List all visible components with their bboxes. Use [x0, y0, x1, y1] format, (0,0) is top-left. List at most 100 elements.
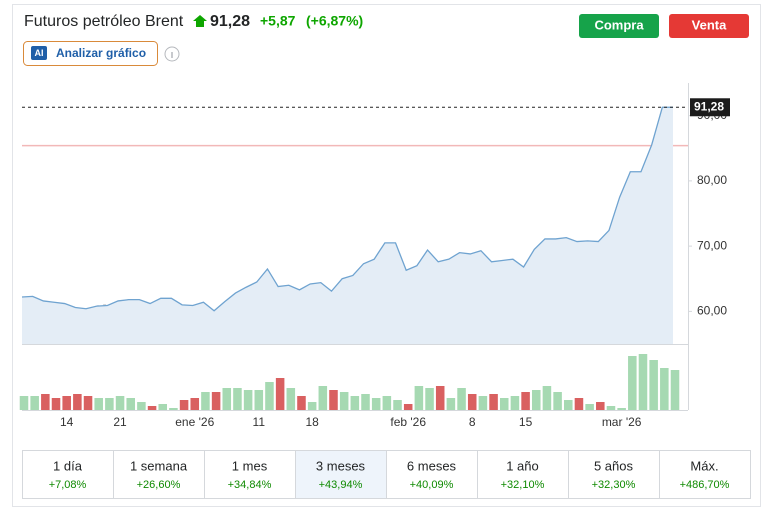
period-tabs: 1 día +7,08% 1 semana +26,60% 1 mes +34,84% 3 … — [22, 450, 751, 499]
volume-bar — [478, 396, 488, 410]
period-change[interactable]: +32,30% — [592, 479, 636, 491]
volume-bar — [596, 402, 605, 410]
volume-bar — [393, 400, 402, 410]
period-tab[interactable] — [113, 450, 205, 499]
period-tab[interactable] — [568, 450, 660, 499]
x-tick-label: 11 — [253, 415, 266, 429]
period-label[interactable]: 6 meses — [407, 458, 457, 473]
volume-bar — [403, 404, 413, 410]
period-change[interactable]: +32,10% — [501, 479, 545, 491]
volume-bar — [606, 406, 616, 410]
period-tab[interactable] — [386, 450, 478, 499]
volume-bar — [41, 394, 50, 410]
period-change[interactable]: +486,70% — [680, 479, 730, 491]
period-label[interactable]: 1 día — [53, 458, 83, 473]
volume-bar — [435, 386, 445, 410]
period-change[interactable]: +43,94% — [319, 479, 363, 491]
volume-bar — [115, 396, 125, 410]
price-area — [22, 107, 673, 344]
ai-badge-text: AI — [35, 48, 44, 58]
x-tick-label: 18 — [305, 415, 319, 429]
volume-bar — [19, 396, 29, 410]
x-tick-label: feb '26 — [390, 415, 426, 429]
volume-bar — [628, 356, 637, 410]
period-label[interactable]: Máx. — [690, 458, 718, 473]
analyze-text[interactable]: Analizar gráfico — [56, 46, 146, 60]
price: 91,28 — [210, 13, 250, 30]
period-label[interactable]: 1 año — [506, 458, 539, 473]
last-price-label: 91,28 — [694, 99, 724, 113]
analyze-button[interactable] — [23, 41, 158, 66]
sell-text[interactable]: Venta — [692, 17, 727, 32]
volume-bar — [62, 396, 71, 410]
volume-bar — [585, 404, 594, 410]
volume-bar — [649, 360, 658, 410]
volume-bar — [211, 392, 221, 410]
volume-bar — [531, 390, 541, 410]
period-label[interactable]: 5 años — [594, 458, 634, 473]
period-tab[interactable] — [477, 450, 569, 499]
volume-bar — [318, 386, 328, 410]
period-change[interactable]: +34,84% — [228, 479, 272, 491]
volume-bar — [542, 386, 552, 410]
volume-bar — [83, 396, 93, 410]
volume-bar — [73, 394, 82, 410]
change: +5,87 — [260, 13, 296, 29]
x-tick-label: 8 — [469, 415, 476, 429]
x-tick-label: 15 — [519, 415, 533, 429]
volume-bar — [339, 392, 349, 410]
change-pct: (+6,87%) — [306, 13, 363, 29]
volume-bar — [467, 394, 477, 410]
volume-bar — [457, 388, 466, 410]
sell-button[interactable] — [669, 14, 749, 38]
volume-bar — [222, 388, 232, 410]
volume-bar — [521, 392, 530, 410]
period-tab[interactable] — [659, 450, 751, 499]
period-label[interactable]: 3 meses — [316, 458, 366, 473]
volume-bar — [94, 398, 103, 410]
title: Futuros petróleo Brent — [24, 13, 184, 30]
buy-text[interactable]: Compra — [594, 17, 644, 32]
x-tick-label: ene '26 — [175, 415, 214, 429]
x-tick-label: 21 — [113, 415, 127, 429]
volume-bar — [425, 388, 434, 410]
volume-bar — [446, 398, 456, 410]
volume-bar — [489, 394, 498, 410]
volume-bar — [553, 392, 562, 410]
period-label[interactable]: 1 mes — [232, 458, 268, 473]
last-price-tag — [690, 98, 730, 117]
period-change[interactable]: +7,08% — [49, 479, 87, 491]
volume-bar — [382, 396, 392, 410]
buy-button[interactable] — [579, 14, 659, 38]
volume-bar — [105, 398, 114, 410]
period-tab[interactable] — [204, 450, 296, 499]
period-label[interactable]: 1 semana — [130, 458, 188, 473]
plot: Investing.com60,0070,0080,0090,0091,2814… — [19, 83, 730, 429]
volume-bar — [201, 392, 210, 410]
period-tab[interactable] — [22, 450, 114, 499]
volume-bar — [564, 400, 573, 410]
volume-bar — [307, 402, 317, 410]
volume-bar — [243, 390, 253, 410]
volume-bar — [361, 394, 370, 410]
x-tick-label: 14 — [60, 415, 74, 429]
volume-bar — [499, 398, 509, 410]
volume-bar — [51, 398, 61, 410]
volume-bar — [233, 388, 242, 410]
volume-bar — [286, 388, 296, 410]
volume-bar — [137, 402, 146, 410]
info-icon[interactable] — [164, 46, 180, 62]
volume-bar — [126, 398, 135, 410]
y-tick-label: 70,00 — [697, 238, 727, 252]
volume-bar — [329, 390, 338, 410]
period-change[interactable]: +26,60% — [137, 479, 181, 491]
up-arrow — [193, 15, 207, 27]
ai-badge — [31, 46, 47, 60]
volume-bar — [254, 390, 264, 410]
period-change[interactable]: +40,09% — [410, 479, 454, 491]
volume-bar — [660, 368, 669, 410]
volume-bar — [147, 406, 157, 410]
volume-bar — [179, 400, 189, 410]
